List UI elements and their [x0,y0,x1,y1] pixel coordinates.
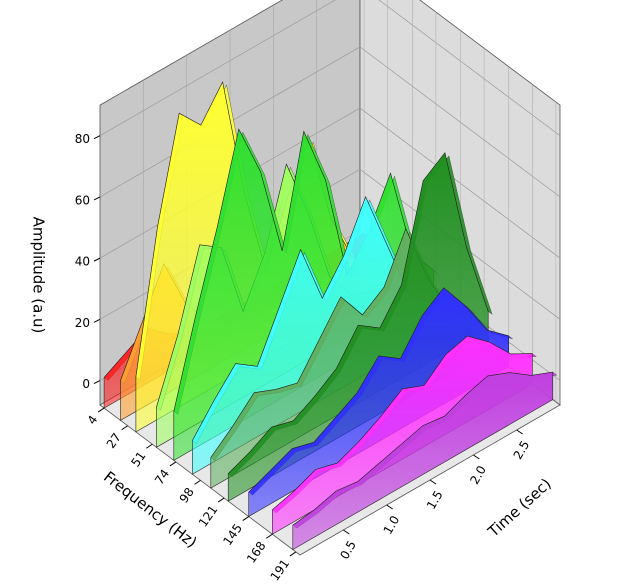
y-tick-label: 1.5 [424,488,446,512]
x-tick-label: 74 [152,467,172,488]
x-tick [97,407,105,413]
wall [271,335,533,535]
wall [248,287,510,518]
y-tick [429,479,437,485]
x-tick-label: 191 [268,557,293,584]
z-tick [93,196,101,201]
z-tick [93,257,101,262]
x-tick-label: 168 [244,539,269,566]
x-tick-label: 4 [85,413,101,427]
x-tick-label: 51 [128,449,148,470]
x-axis-title: Frequency (Hz) [100,468,200,552]
series-layer [103,81,558,551]
y-tick-label: 0.5 [337,538,359,562]
z-tick-label: 20 [75,316,90,330]
y-axis-title: Time (sec) [484,475,555,542]
y-tick [516,429,523,435]
x-tick [217,497,225,503]
z-tick-label: 80 [75,132,90,146]
y-tick [343,529,350,535]
x-tick [146,443,153,449]
wall [292,371,554,551]
y-tick-label: 1.0 [381,513,403,537]
x-tick [121,425,128,431]
x-tick [169,461,177,467]
x-tick [266,533,273,539]
z-tick [93,318,101,323]
z-tick [93,380,101,384]
x-tick [194,479,201,485]
x-tick [242,516,249,521]
x-tick [289,551,297,557]
z-axis-title: Amplitude (a.u) [30,217,48,334]
z-tick-label: 60 [75,193,90,207]
y-tick-label: 2.5 [511,438,533,462]
x-tick-label: 27 [104,430,124,451]
y-tick-label: 2.0 [467,463,489,487]
y-tick [473,454,480,460]
x-tick-label: 121 [196,503,221,530]
z-tick-label: 40 [75,255,90,269]
y-tick [386,504,393,510]
x-tick-label: 145 [220,521,245,548]
x-tick-label: 98 [177,485,197,506]
z-tick-label: 0 [82,377,90,391]
z-tick [93,135,101,140]
